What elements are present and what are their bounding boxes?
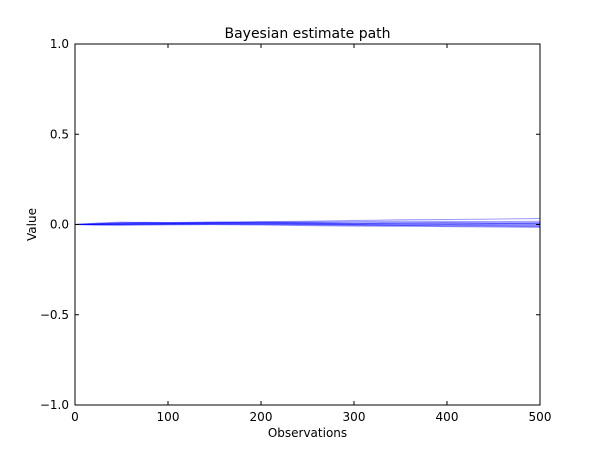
x-tick-label: 200 xyxy=(250,410,273,424)
y-tick-label: 0.5 xyxy=(50,127,69,141)
series-line-5 xyxy=(75,223,541,225)
series-lines xyxy=(74,218,541,228)
y-axis-label: Value xyxy=(25,208,39,241)
x-tick-label: 300 xyxy=(343,410,366,424)
series-line-7 xyxy=(74,223,541,227)
x-axis-label: Observations xyxy=(268,426,347,440)
chart-title: Bayesian estimate path xyxy=(224,26,390,42)
y-tick-label: 0.0 xyxy=(50,218,69,232)
series-line-9 xyxy=(74,222,541,228)
x-tick-label: 0 xyxy=(71,410,79,424)
axis-ticks: 0 100 200 300 400 500 −1.0 −0.5 0.0 0.5 1.0 xyxy=(40,37,552,424)
series-line-10 xyxy=(74,221,541,225)
y-tick-label: −1.0 xyxy=(40,398,69,412)
series-line-1 xyxy=(74,218,541,225)
y-tick-label: −0.5 xyxy=(40,308,69,322)
series-line-6 xyxy=(74,223,541,226)
x-tick-label: 100 xyxy=(157,410,180,424)
series-line-4 xyxy=(74,222,541,225)
series-line-2 xyxy=(74,220,541,225)
y-tick-label: 1.0 xyxy=(50,37,69,51)
series-line-3 xyxy=(74,221,541,225)
x-tick-label: 400 xyxy=(436,410,459,424)
x-tick-label: 500 xyxy=(529,410,552,424)
series-line-8 xyxy=(74,224,541,228)
